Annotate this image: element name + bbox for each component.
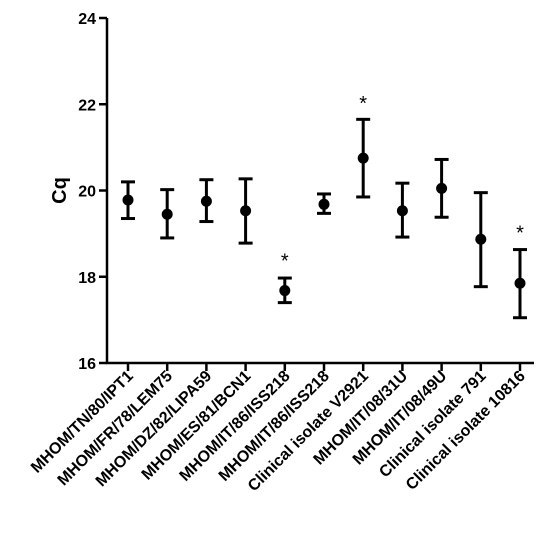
data-point-group-6 xyxy=(356,117,371,199)
data-marks xyxy=(121,117,527,320)
data-point-0 xyxy=(122,194,134,206)
x-axis: MHOM/TN/80/IPT1MHOM/FR/78/LEM75MHOM/DZ/8… xyxy=(28,361,534,495)
y-tick-label-3: 22 xyxy=(78,97,96,114)
data-point-3 xyxy=(240,205,252,217)
data-point-group-3 xyxy=(238,177,253,245)
data-point-5 xyxy=(318,198,330,210)
data-point-group-1 xyxy=(160,188,175,240)
data-point-group-7 xyxy=(395,181,410,239)
y-tick-label-4: 24 xyxy=(78,11,96,28)
data-point-10 xyxy=(514,277,526,289)
data-point-6 xyxy=(357,152,369,164)
data-point-4 xyxy=(279,285,291,297)
y-tick-label-2: 20 xyxy=(78,184,96,201)
y-axis-title: Cq xyxy=(49,177,71,204)
data-point-group-8 xyxy=(434,157,449,219)
data-point-2 xyxy=(200,195,212,207)
data-point-group-0 xyxy=(121,180,135,221)
annotations: * * * xyxy=(281,93,524,272)
data-point-8 xyxy=(436,182,448,194)
data-point-7 xyxy=(396,205,408,217)
data-point-group-9 xyxy=(473,191,488,289)
data-point-1 xyxy=(161,208,173,220)
data-point-group-5 xyxy=(317,192,331,215)
y-tick-label-0: 16 xyxy=(78,356,96,373)
y-tick-label-1: 18 xyxy=(78,270,96,287)
data-point-group-2 xyxy=(199,178,214,224)
y-axis: 16 18 20 22 24 xyxy=(78,11,109,373)
data-point-9 xyxy=(475,233,487,245)
significance-asterisk-2: * xyxy=(516,222,524,244)
significance-asterisk-0: * xyxy=(281,250,289,272)
data-point-group-4 xyxy=(277,276,292,305)
significance-asterisk-1: * xyxy=(359,93,367,115)
data-point-group-10 xyxy=(513,248,527,320)
